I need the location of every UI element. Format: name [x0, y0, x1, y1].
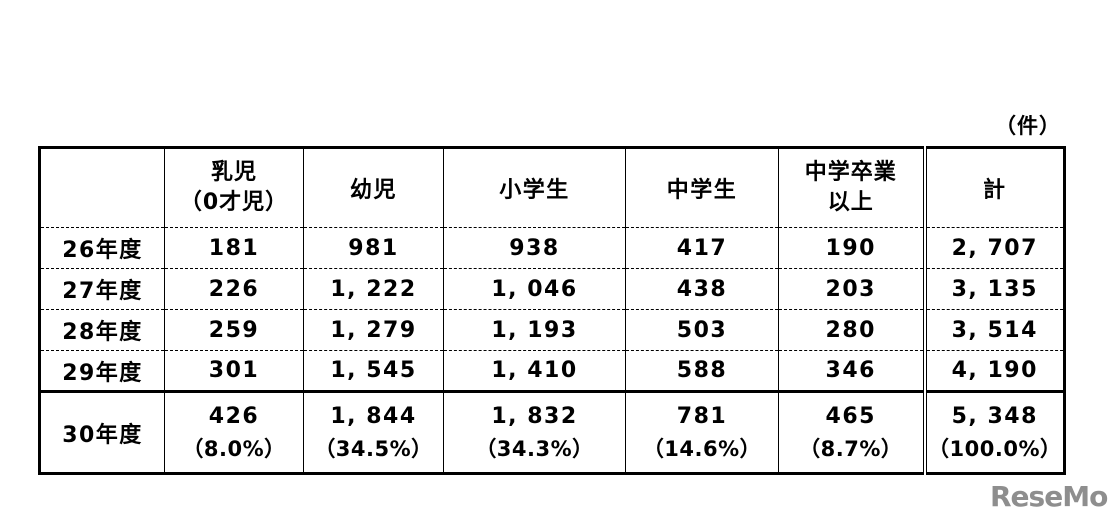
value-percent-cell: 1, 832 （34.3%） — [443, 390, 626, 474]
percent-text: （34.3%） — [475, 437, 594, 462]
value-cell: 1, 046 — [443, 268, 626, 310]
header-infant-line1: 乳児 — [210, 160, 257, 186]
value-percent-cell: 465 （8.7%） — [778, 390, 925, 474]
header-infant-line2: （0才児） — [179, 190, 289, 215]
value-text: 5, 348 — [951, 404, 1038, 430]
value-cell: 438 — [625, 268, 779, 310]
total-cell: 4, 190 — [922, 350, 1065, 392]
header-post-junior-line1: 中学卒業 — [804, 160, 897, 186]
value-text: 1, 844 — [330, 404, 417, 430]
table-row-fy26: 26年度 181 981 938 417 190 2, 707 — [39, 227, 1065, 269]
value-text: 781 — [676, 404, 728, 430]
header-cell-infant: 乳児 （0才児） — [164, 147, 304, 228]
value-cell: 280 — [778, 309, 925, 351]
value-cell: 417 — [625, 227, 779, 269]
value-text: 426 — [208, 404, 260, 430]
value-cell: 181 — [164, 227, 304, 269]
value-percent-cell: 1, 844 （34.5%） — [303, 390, 444, 474]
header-post-junior-line2: 以上 — [827, 190, 874, 215]
value-cell: 259 — [164, 309, 304, 351]
year-cell: 27年度 — [39, 268, 165, 310]
value-cell: 1, 193 — [443, 309, 626, 351]
total-cell: 2, 707 — [922, 227, 1065, 269]
value-cell: 226 — [164, 268, 304, 310]
total-cell: 3, 135 — [922, 268, 1065, 310]
value-percent-cell: 781 （14.6%） — [625, 390, 779, 474]
value-text: 465 — [825, 404, 876, 430]
value-cell: 588 — [625, 350, 779, 392]
header-cell-post-junior-high: 中学卒業 以上 — [778, 147, 925, 228]
year-cell: 26年度 — [39, 227, 165, 269]
header-cell-toddler: 幼児 — [303, 147, 444, 228]
value-cell: 190 — [778, 227, 925, 269]
value-text: 1, 832 — [491, 404, 578, 430]
table-row-fy29: 29年度 301 1, 545 1, 410 588 346 4, 190 — [39, 350, 1065, 392]
table-row-fy30: 30年度 426 （8.0%） 1, 844 （34.5%） 1, 832 （3… — [39, 390, 1065, 474]
resemom-logo: リセマム ReseMom. — [990, 478, 1108, 513]
resemom-logo-text: ReseMom. — [990, 480, 1108, 513]
percent-text: （34.5%） — [314, 437, 433, 462]
year-cell: 29年度 — [39, 350, 165, 392]
value-cell: 1, 222 — [303, 268, 444, 310]
value-percent-cell: 426 （8.0%） — [164, 390, 304, 474]
header-cell-junior-high: 中学生 — [625, 147, 779, 228]
value-cell: 503 — [625, 309, 779, 351]
table-row-fy27: 27年度 226 1, 222 1, 046 438 203 3, 135 — [39, 268, 1065, 310]
value-cell: 981 — [303, 227, 444, 269]
header-cell-elementary: 小学生 — [443, 147, 626, 228]
value-cell: 203 — [778, 268, 925, 310]
age-group-table: 乳児 （0才児） 幼児 小学生 中学生 中学卒業 以上 計 26年度 181 9… — [38, 146, 1066, 475]
header-cell-empty — [39, 147, 165, 228]
percent-text: （100.0%） — [928, 437, 1062, 462]
value-cell: 1, 410 — [443, 350, 626, 392]
value-cell: 1, 545 — [303, 350, 444, 392]
value-cell: 346 — [778, 350, 925, 392]
unit-label: （件） — [995, 114, 1061, 138]
percent-text: （8.7%） — [799, 437, 903, 462]
value-cell: 1, 279 — [303, 309, 444, 351]
percent-text: （14.6%） — [642, 437, 762, 462]
total-cell: 3, 514 — [922, 309, 1065, 351]
value-cell: 301 — [164, 350, 304, 392]
header-cell-total: 計 — [922, 147, 1065, 228]
header-row: 乳児 （0才児） 幼児 小学生 中学生 中学卒業 以上 計 — [39, 147, 1065, 228]
value-cell: 938 — [443, 227, 626, 269]
total-value-percent-cell: 5, 348 （100.0%） — [922, 390, 1065, 474]
percent-text: （8.0%） — [182, 437, 286, 462]
table-row-fy28: 28年度 259 1, 279 1, 193 503 280 3, 514 — [39, 309, 1065, 351]
year-cell: 28年度 — [39, 309, 165, 351]
year-cell: 30年度 — [39, 390, 165, 474]
